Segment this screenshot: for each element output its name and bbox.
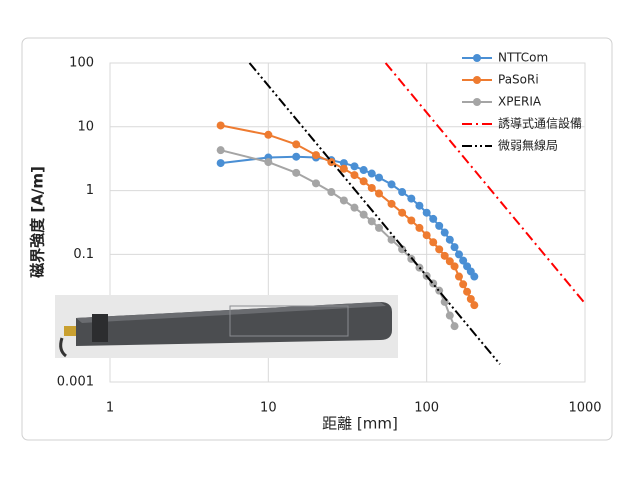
y-tick-label: 0.1	[73, 247, 94, 262]
x-tick-label: 1	[106, 401, 114, 416]
grid: 0.001 0.1 1 10 100 1 10 100 1000	[57, 56, 602, 416]
data-point	[311, 151, 320, 160]
legend-label: NTTCom	[498, 51, 548, 65]
data-point	[454, 272, 463, 281]
data-point	[470, 301, 479, 310]
data-point	[350, 203, 359, 212]
legend-marker	[473, 54, 481, 62]
data-point	[292, 168, 301, 177]
legend-label: 微弱無線局	[498, 138, 558, 153]
data-point	[470, 272, 479, 281]
data-point	[415, 201, 424, 210]
data-point	[450, 262, 459, 271]
data-point	[398, 188, 407, 197]
photo-inset	[55, 295, 398, 358]
data-point	[445, 311, 454, 320]
y-tick-label: 0.001	[57, 375, 94, 390]
data-point	[429, 214, 438, 223]
probe-cable	[59, 337, 67, 358]
data-point	[429, 238, 438, 247]
probe-badge	[92, 314, 108, 342]
data-point	[463, 287, 472, 296]
data-point	[407, 216, 416, 225]
legend-label: PaSoRi	[498, 73, 539, 87]
data-point	[466, 294, 475, 303]
legend-label: XPERIA	[498, 95, 542, 109]
probe-connector	[64, 326, 76, 336]
data-point	[367, 169, 376, 178]
data-point	[435, 245, 444, 254]
series	[216, 62, 586, 365]
x-tick-label: 100	[414, 401, 439, 416]
series-line	[384, 62, 586, 305]
data-point	[359, 177, 368, 186]
data-point	[359, 210, 368, 219]
data-point	[292, 140, 301, 149]
probe-plate	[229, 305, 349, 337]
series-line	[248, 62, 501, 365]
data-point	[327, 188, 336, 197]
data-point	[459, 256, 468, 265]
legend-marker	[473, 76, 481, 84]
data-point	[350, 162, 359, 171]
data-point	[216, 121, 225, 130]
data-point	[422, 231, 431, 240]
data-point	[264, 158, 273, 167]
y-tick-label: 1	[86, 183, 94, 198]
y-axis-label: 磁界強度 [A/m]	[29, 166, 47, 278]
data-point	[359, 166, 368, 175]
data-point	[450, 322, 459, 331]
x-tick-label: 1000	[568, 401, 601, 416]
data-point	[450, 243, 459, 252]
data-point	[339, 196, 348, 205]
data-point	[339, 159, 348, 168]
probe-edge	[76, 302, 386, 323]
data-point	[387, 199, 396, 208]
y-tick-label: 10	[77, 119, 94, 134]
data-point	[415, 223, 424, 232]
data-point	[445, 235, 454, 244]
data-point	[367, 217, 376, 226]
legend-label: 誘導式通信設備	[498, 116, 582, 131]
data-point	[398, 245, 407, 254]
data-point	[375, 189, 384, 198]
x-tick-label: 10	[260, 401, 277, 416]
data-point	[435, 221, 444, 230]
data-point	[445, 257, 454, 266]
data-point	[422, 208, 431, 217]
data-point	[311, 179, 320, 188]
data-point	[387, 180, 396, 189]
data-point	[216, 159, 225, 168]
data-point	[440, 251, 449, 260]
probe-body	[76, 302, 392, 346]
x-axis-label: 距離 [mm]	[322, 415, 398, 433]
y-tick-label: 100	[69, 56, 94, 71]
data-point	[264, 130, 273, 139]
data-point	[375, 223, 384, 232]
data-point	[292, 152, 301, 161]
data-point	[350, 171, 359, 180]
data-point	[339, 164, 348, 173]
data-point	[440, 228, 449, 237]
data-point	[459, 280, 468, 289]
data-point	[375, 173, 384, 182]
data-point	[216, 146, 225, 155]
data-point	[415, 263, 424, 272]
data-point	[407, 194, 416, 203]
legend-marker	[473, 98, 481, 106]
data-point	[454, 250, 463, 259]
data-point	[367, 183, 376, 192]
data-point	[398, 208, 407, 217]
